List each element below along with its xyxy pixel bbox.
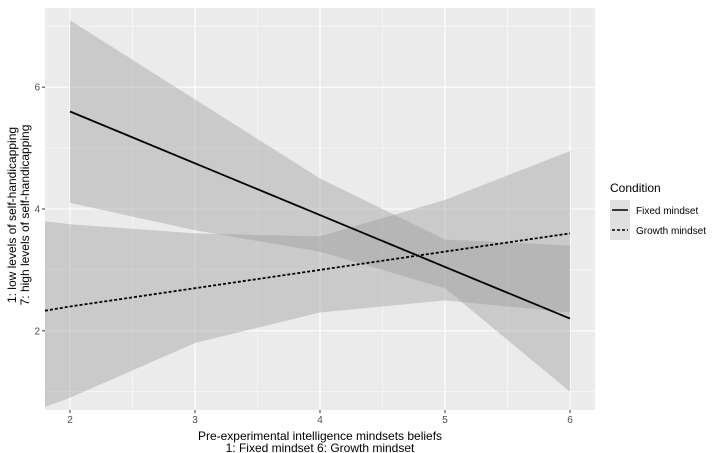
series-line-fixed — [69, 110, 571, 320]
confidence-ribbons — [45, 20, 570, 407]
x-tick-label: 4 — [317, 415, 323, 426]
x-tick-label: 3 — [192, 415, 198, 426]
major-gridlines — [45, 8, 595, 410]
legend-title: Condition — [610, 181, 661, 195]
x-tick-label: 2 — [67, 415, 73, 426]
legend-label-growth: Growth mindset — [636, 226, 706, 237]
x-tick-label: 6 — [567, 415, 573, 426]
y-axis-title-line2: 7: high levels of self-handicapping — [18, 125, 32, 306]
x-axis-title-line2: 1: Fixed mindset 6: Growth mindset — [226, 441, 415, 453]
y-tick-label: 4 — [34, 205, 40, 216]
legend: Condition Fixed mindset Growth mindset — [610, 181, 706, 240]
x-tick-label: 5 — [442, 415, 448, 426]
y-tick-label: 6 — [34, 83, 40, 94]
series-lines — [44, 110, 571, 320]
ci-ribbon-fixed — [70, 20, 570, 392]
axis-ticks — [42, 86, 571, 413]
legend-label-fixed: Fixed mindset — [636, 206, 698, 217]
legend-item-fixed: Fixed mindset — [610, 200, 698, 220]
y-axis-title-line1: 1: low levels of self-handicapping — [5, 127, 19, 303]
tick-labels: 2 3 4 5 6 2 4 6 — [34, 83, 573, 426]
series-line-growth — [44, 232, 571, 312]
ci-ribbon-growth — [45, 151, 570, 407]
legend-item-growth: Growth mindset — [610, 220, 706, 240]
y-tick-label: 2 — [34, 326, 40, 337]
x-axis-title-line1: Pre-experimental intelligence mindsets b… — [198, 429, 442, 443]
